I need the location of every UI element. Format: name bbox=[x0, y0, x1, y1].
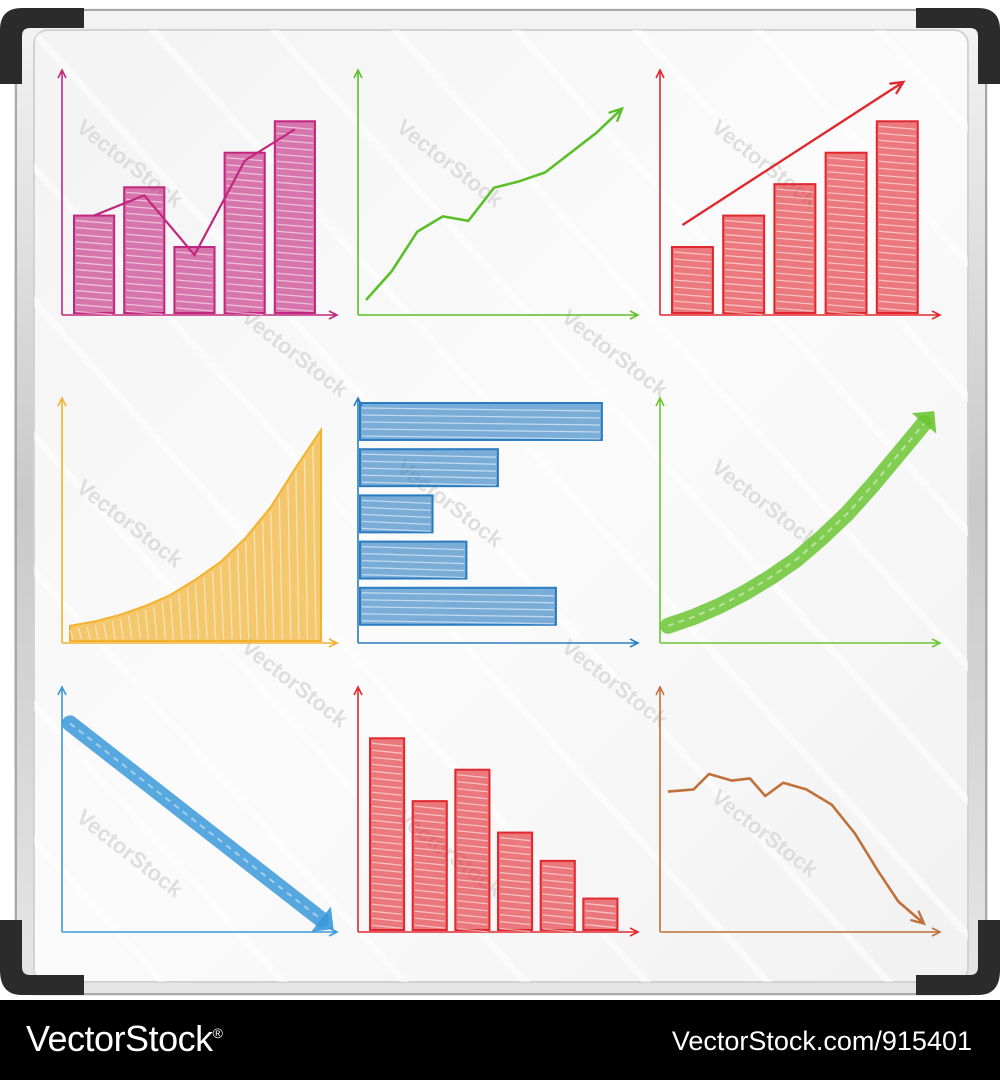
charts-layer bbox=[57, 68, 942, 937]
x-axis-arrowhead bbox=[328, 638, 339, 648]
series-line bbox=[365, 107, 623, 301]
y-axis-arrowhead bbox=[655, 685, 665, 696]
bar-hatching bbox=[499, 836, 531, 933]
chart-c6 bbox=[655, 396, 942, 648]
chart-axes bbox=[57, 396, 339, 648]
whiteboard-canvas: VectorStock VectorStock VectorStockVectorS… bbox=[0, 8, 1000, 996]
bar-hatching bbox=[361, 453, 496, 486]
y-axis-arrowhead bbox=[353, 685, 363, 696]
y-axis-arrowhead bbox=[353, 68, 363, 79]
chart-c4 bbox=[57, 396, 339, 648]
chart-axes bbox=[57, 68, 339, 320]
bar-hatching bbox=[371, 742, 403, 929]
bar-hatching bbox=[361, 592, 554, 625]
x-axis-arrowhead bbox=[328, 310, 339, 320]
series-arrowhead bbox=[608, 106, 625, 122]
chart-axes bbox=[655, 685, 942, 937]
y-axis-arrowhead bbox=[655, 396, 665, 407]
area-fill bbox=[69, 426, 322, 642]
corner-clip-top-right bbox=[916, 8, 1000, 84]
whiteboard: VectorStock VectorStock VectorStock VectorS… bbox=[0, 8, 1000, 996]
y-axis-arrowhead bbox=[57, 685, 67, 696]
x-axis-arrowhead bbox=[931, 310, 942, 320]
trend-arrow-arrowhead bbox=[311, 906, 334, 932]
x-axis-arrowhead bbox=[931, 927, 942, 937]
bar-hatching bbox=[361, 407, 600, 440]
chart-c8 bbox=[353, 685, 640, 937]
y-axis-arrowhead bbox=[57, 396, 67, 407]
series-arrowhead bbox=[910, 910, 927, 926]
chart-axes bbox=[655, 68, 942, 320]
trend-line bbox=[93, 128, 296, 257]
bar-hatching bbox=[126, 191, 163, 315]
bar bbox=[223, 151, 266, 314]
bar-hatching bbox=[75, 219, 113, 316]
bar-hatching bbox=[361, 499, 431, 533]
chart-c5 bbox=[353, 396, 640, 648]
bar-hatching bbox=[414, 805, 445, 929]
chart-c9 bbox=[655, 685, 942, 937]
bar-hatching bbox=[457, 774, 488, 933]
chart-axes bbox=[353, 68, 640, 320]
footer-brand-text: VectorStock bbox=[26, 1018, 213, 1059]
x-axis-arrowhead bbox=[931, 638, 942, 648]
bar-hatching bbox=[827, 157, 865, 316]
chart-c3 bbox=[655, 68, 942, 320]
trend-arrow bbox=[660, 415, 932, 634]
trend-arrow bbox=[62, 715, 329, 928]
bar-hatching bbox=[878, 125, 916, 312]
trend-arrow-arrowhead bbox=[911, 411, 937, 434]
y-axis-arrowhead bbox=[655, 68, 665, 79]
x-axis-arrowhead bbox=[629, 927, 640, 937]
chart-axes bbox=[57, 685, 339, 937]
bar-hatching bbox=[226, 157, 263, 316]
y-axis-arrowhead bbox=[57, 68, 67, 79]
chart-c1 bbox=[57, 68, 339, 320]
chart-axes bbox=[655, 396, 942, 648]
bar bbox=[454, 768, 491, 932]
bar-hatching bbox=[361, 545, 465, 579]
x-axis-arrowhead bbox=[629, 638, 640, 648]
bar bbox=[824, 151, 868, 314]
trend-arrow-texture bbox=[69, 722, 322, 920]
chart-axes bbox=[353, 685, 640, 937]
bar bbox=[359, 586, 557, 626]
x-axis-arrowhead bbox=[629, 310, 640, 320]
footer-bar: VectorStock® VectorStock.com/915401 bbox=[0, 1000, 1000, 1080]
x-axis-arrowhead bbox=[328, 927, 339, 937]
footer-reg-mark: ® bbox=[212, 1025, 223, 1041]
corner-clip-bottom-right bbox=[916, 920, 1000, 995]
trend-arrow-texture bbox=[667, 422, 925, 627]
bar-hatching bbox=[776, 188, 814, 312]
corner-clip-top-left bbox=[0, 8, 84, 84]
chart-c7 bbox=[57, 685, 339, 937]
trend-arrow-line bbox=[681, 80, 904, 227]
bar-hatching bbox=[673, 251, 712, 312]
bar-hatching bbox=[276, 125, 314, 312]
area-hatching bbox=[69, 445, 317, 640]
bar-hatching bbox=[542, 865, 573, 933]
footer-brand: VectorStock® bbox=[26, 1018, 223, 1060]
series-line bbox=[667, 772, 925, 925]
chart-c2 bbox=[353, 68, 640, 320]
bar-hatching bbox=[725, 219, 763, 316]
bar-hatching bbox=[585, 902, 616, 929]
trend-arrowhead bbox=[889, 80, 906, 95]
footer-image-id: VectorStock.com/915401 bbox=[671, 1026, 972, 1056]
bar bbox=[539, 859, 576, 931]
corner-clip-bottom-left bbox=[0, 920, 84, 995]
